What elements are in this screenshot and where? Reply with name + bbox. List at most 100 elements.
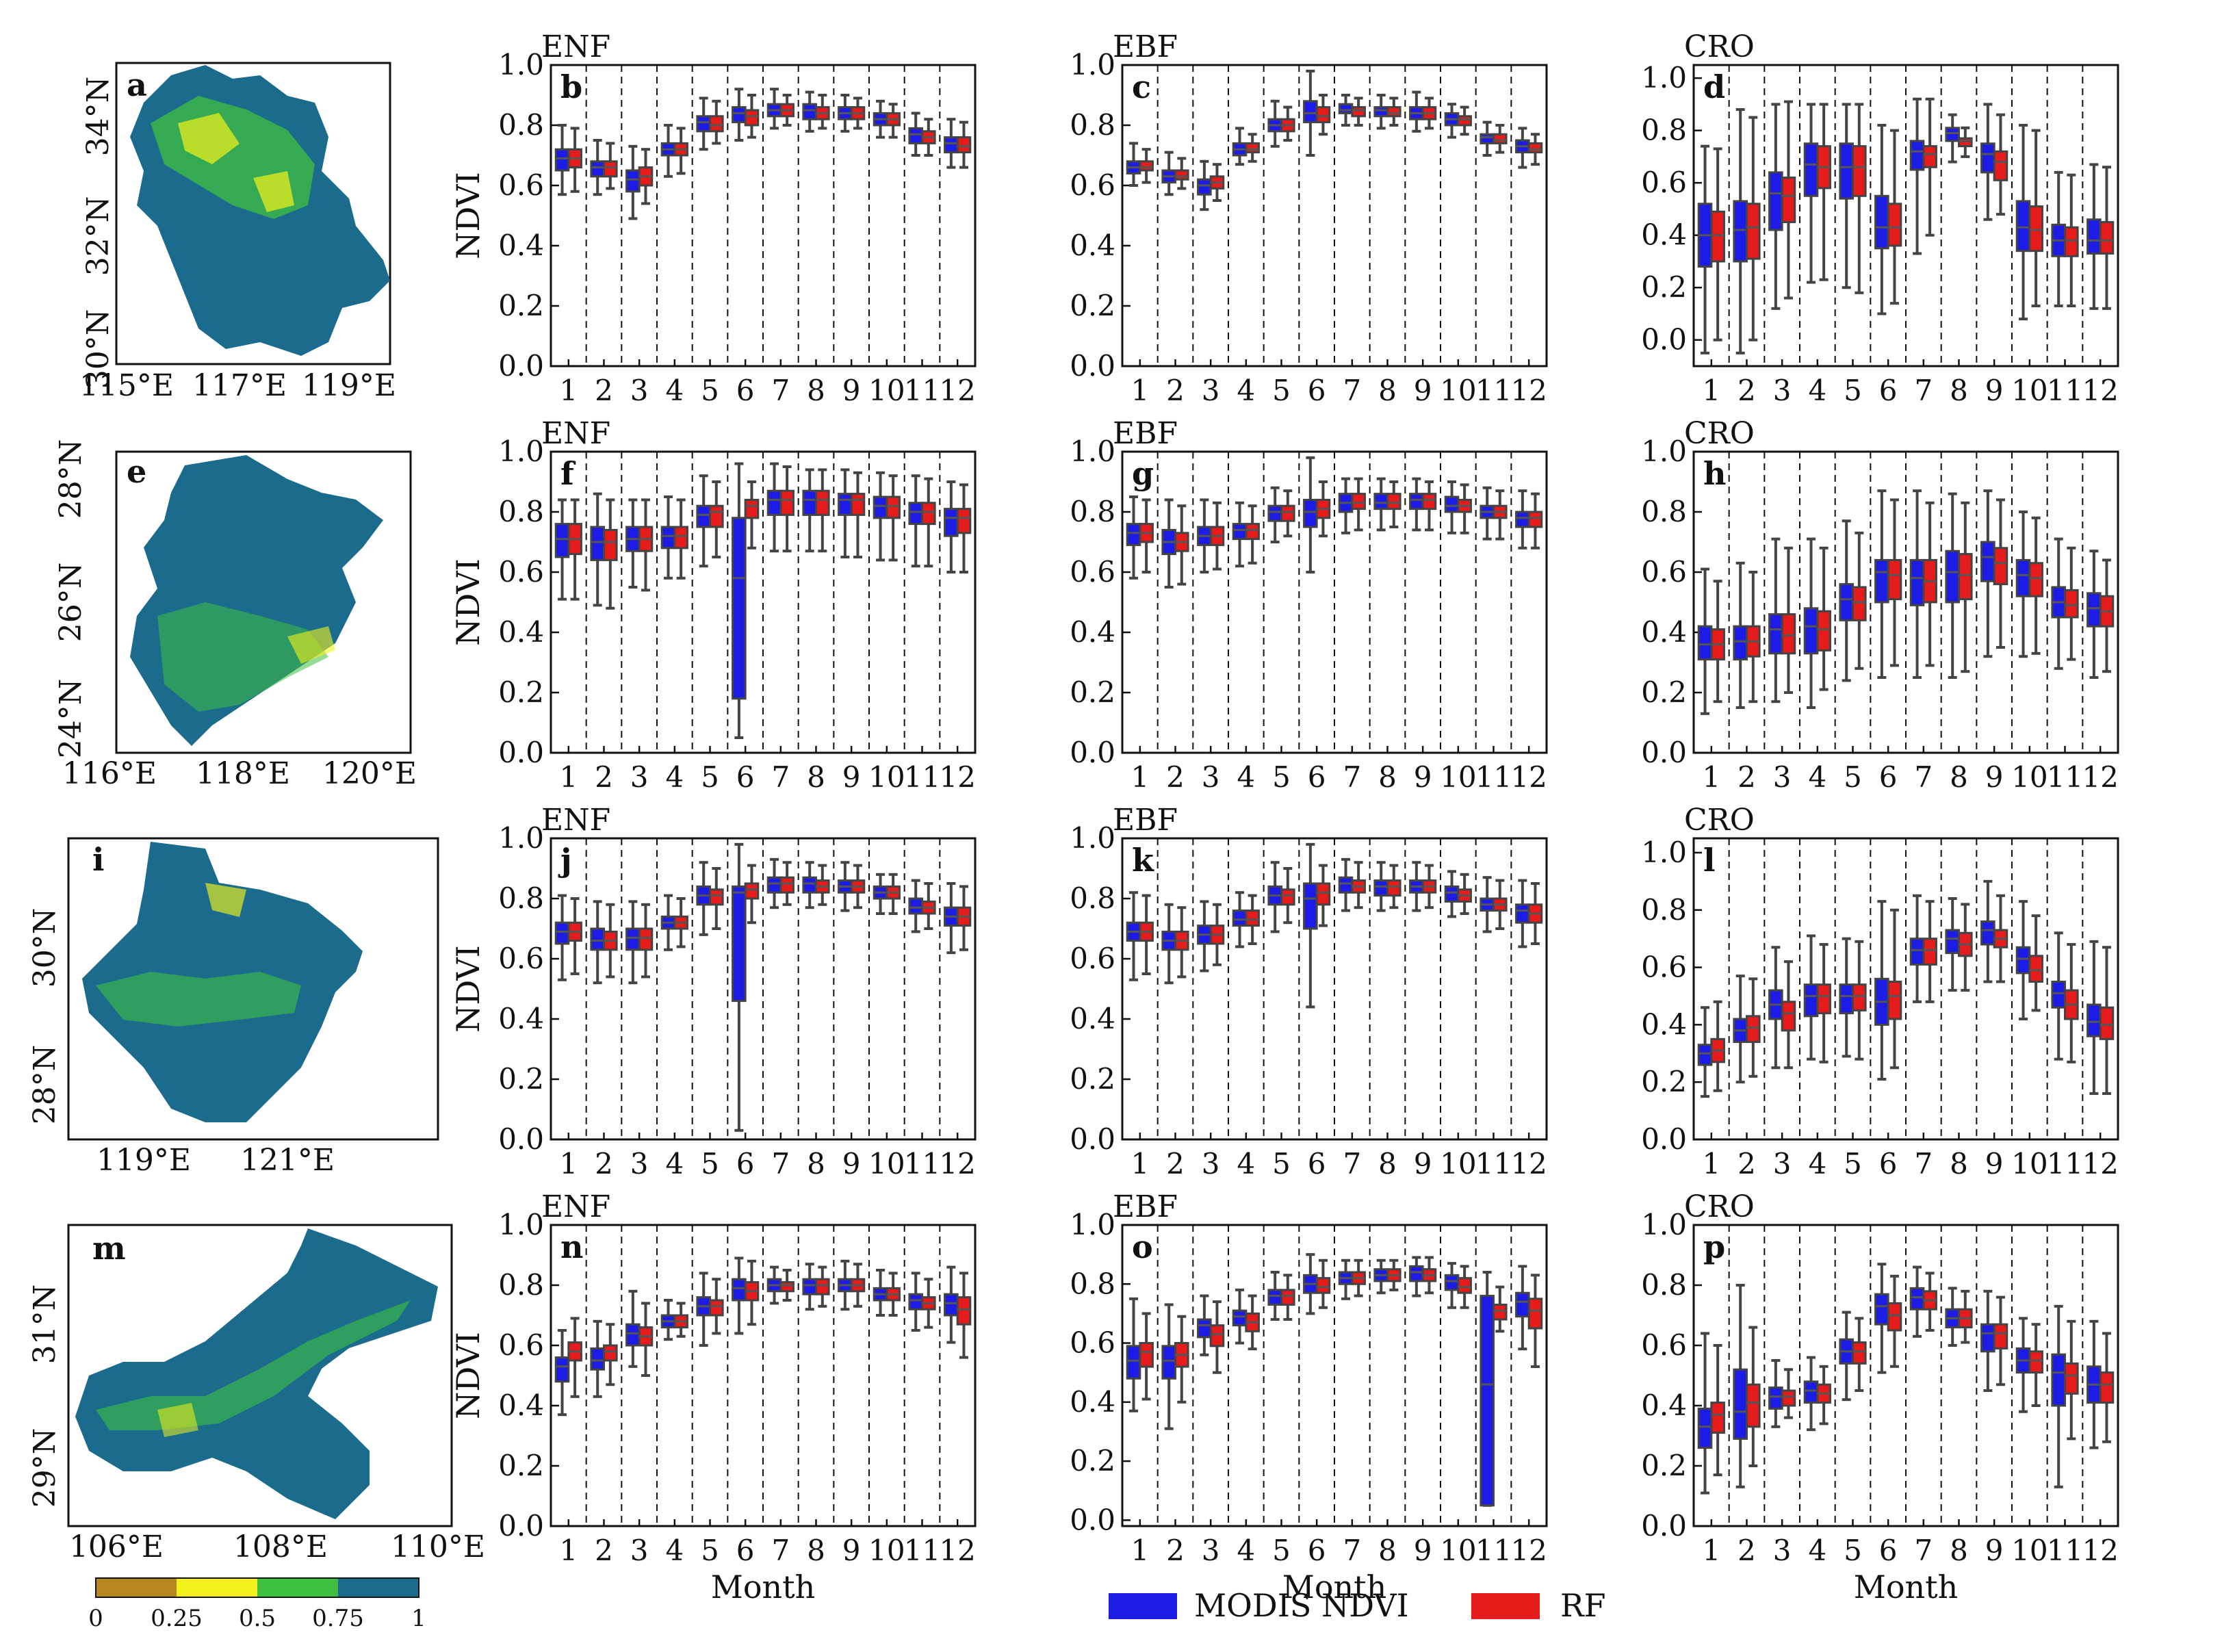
map-region-m-sparse: [157, 1403, 198, 1437]
x-tick-label: 2: [1737, 1147, 1756, 1180]
x-tick-label: 4: [1808, 1534, 1826, 1567]
y-tick-label: 0.4: [1070, 1002, 1115, 1035]
x-tick-label: 11: [2047, 1147, 2083, 1180]
box: [1781, 177, 1796, 224]
lon-label: 116°E: [62, 756, 157, 791]
chart-title: ENF: [541, 803, 610, 838]
x-tick-label: 10: [1440, 1147, 1476, 1180]
box: [1909, 558, 1925, 606]
y-tick-label: 0.8: [498, 108, 544, 142]
box: [673, 526, 688, 550]
box: [1197, 1318, 1212, 1339]
panel-label: h: [1703, 455, 1726, 492]
map-panel-i: i 30°N 28°N 119°E 121°E: [27, 837, 439, 1178]
chart-panel-o: 0.00.20.40.60.81.01 2 3 4 5 6 7 8 9 101112EBFoMon…: [1070, 1189, 1548, 1605]
x-tick-label: 8: [807, 760, 825, 794]
box: [744, 498, 760, 519]
x-tick-label: 1: [559, 760, 578, 794]
x-tick-label: 6: [736, 374, 755, 407]
map-region-e-sparse: [287, 626, 335, 664]
y-tick-label: 0.4: [498, 229, 544, 262]
x-tick-label: 5: [701, 760, 719, 794]
chart-title: EBF: [1113, 1189, 1178, 1224]
box: [590, 927, 606, 951]
chart-panel-f: 0.00.20.40.60.81.01 2 3 4 5 6 7 8 9 101112ENFfNDV…: [450, 416, 977, 794]
box: [1781, 613, 1796, 655]
box: [766, 876, 782, 894]
y-tick-label: 0.0: [1641, 1509, 1687, 1543]
y-tick-label: 1.0: [1070, 48, 1115, 81]
box: [732, 106, 747, 124]
x-tick-label: 5: [701, 374, 719, 407]
box: [908, 1293, 924, 1311]
box: [1733, 1368, 1748, 1440]
x-tick-label: 5: [1272, 1147, 1291, 1180]
chart-title: ENF: [541, 29, 610, 64]
plot-frame: [550, 450, 977, 754]
box: [1993, 547, 2008, 586]
box: [590, 160, 606, 178]
box: [603, 528, 618, 561]
box: [1303, 882, 1318, 930]
box: [1527, 142, 1543, 154]
x-tick-label: 9: [842, 760, 861, 794]
lon-label: 115°E: [79, 368, 174, 403]
x-tick-label: 7: [771, 374, 790, 407]
x-tick-label: 1: [1131, 1147, 1149, 1180]
box: [779, 1281, 795, 1293]
box: [1697, 625, 1713, 661]
x-tick-label: 9: [842, 374, 861, 407]
box: [921, 502, 936, 526]
map-label: m: [92, 1230, 126, 1267]
box: [1697, 1044, 1713, 1066]
box: [1803, 142, 1819, 197]
box: [1232, 909, 1248, 927]
panel-label: l: [1703, 842, 1715, 879]
x-tick-label: 11: [1475, 374, 1512, 407]
y-tick-label: 0.4: [498, 615, 544, 649]
x-tick-label: 1: [1702, 1147, 1720, 1180]
x-tick-label: 2: [595, 374, 613, 407]
plot-frame: [1692, 1224, 2119, 1527]
x-tick-label: 2: [1166, 1147, 1185, 1180]
box: [2064, 1362, 2079, 1395]
x-tick-label: 2: [1166, 374, 1185, 407]
x-tick-label: 9: [1985, 374, 2004, 407]
box: [1245, 909, 1260, 927]
box: [1852, 145, 1867, 197]
x-tick-label: 6: [736, 1147, 755, 1180]
box: [554, 1356, 570, 1383]
box: [1373, 106, 1389, 118]
colorbar-tick: 0.5: [239, 1605, 276, 1632]
box: [1303, 100, 1318, 124]
box: [625, 1323, 641, 1347]
y-tick-label: 0.6: [1641, 951, 1687, 984]
x-tick-label: 11: [1475, 1534, 1512, 1567]
x-tick-label: 12: [1510, 760, 1547, 794]
x-tick-label: 1: [559, 1147, 578, 1180]
x-tick-label: 8: [1950, 1147, 1968, 1180]
y-axis-label: NDVI: [450, 1332, 487, 1419]
y-tick-label: 0.2: [1641, 675, 1687, 709]
box: [1816, 983, 1831, 1015]
x-tick-label: 4: [1808, 1147, 1826, 1180]
box: [1444, 495, 1460, 513]
box-plot-grid: 0.00.20.40.60.81.01 2 3 4 5 6 7 8 9 101112ENFbNDV…: [450, 29, 2119, 1605]
y-tick-label: 0.8: [498, 495, 544, 528]
box: [1803, 1380, 1819, 1404]
y-tick-label: 0.2: [1641, 1065, 1687, 1098]
x-tick-label: 4: [665, 760, 684, 794]
colorbar-tick: 0.25: [151, 1605, 203, 1632]
x-tick-label: 8: [1950, 760, 1968, 794]
x-tick-label: 7: [1914, 374, 1933, 407]
box: [1386, 106, 1401, 118]
box: [1922, 938, 1937, 966]
box: [1457, 115, 1472, 127]
y-tick-label: 0.8: [1070, 495, 1115, 528]
panel-label: d: [1703, 68, 1725, 105]
chart-title: CRO: [1684, 803, 1755, 838]
box: [1515, 1291, 1530, 1318]
box: [908, 897, 924, 915]
map-region-m-veg: [96, 1300, 411, 1430]
